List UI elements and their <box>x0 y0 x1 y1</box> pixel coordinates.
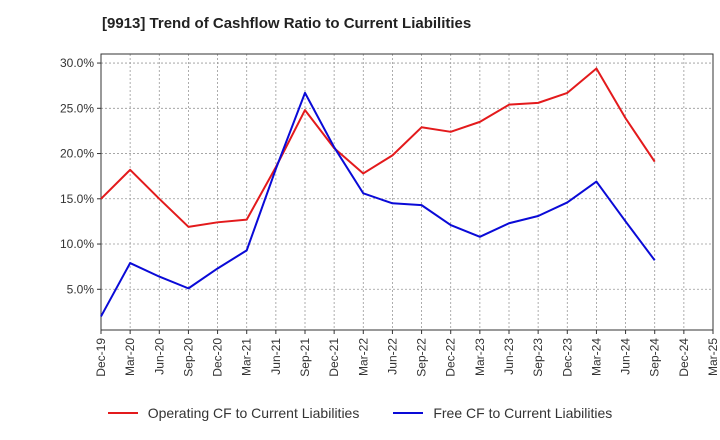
legend-label-free-cf: Free CF to Current Liabilities <box>433 405 613 421</box>
legend-swatch-free-cf <box>393 412 424 414</box>
series-line-operating-cf <box>100 67 656 228</box>
plot-frame <box>100 53 714 331</box>
legend-item-free-cf: Free CF to Current Liabilities <box>393 405 612 421</box>
x-tick-label: Sep-23 <box>531 338 545 377</box>
label-layer: 5.0% 10.0% 15.0% 20.0% 25.0% 30.0% Dec-19 Mar-2… <box>60 56 720 377</box>
axis-layer <box>97 53 714 334</box>
legend-item-operating-cf: Operating CF to Current Liabilities <box>107 405 360 421</box>
y-tick-label: 30.0% <box>60 56 94 70</box>
legend-swatch-operating-cf <box>107 412 138 414</box>
x-tick-label: Jun-24 <box>619 338 633 375</box>
x-tick-label: Mar-24 <box>589 338 603 376</box>
x-tick-label: Jun-23 <box>502 338 516 375</box>
legend-label-operating-cf: Operating CF to Current Liabilities <box>147 405 360 421</box>
x-tick-label: Dec-23 <box>560 338 574 377</box>
grid-layer <box>100 54 714 330</box>
y-tick-label: 25.0% <box>60 101 94 115</box>
y-tick-label: 10.0% <box>60 237 94 251</box>
x-tick-label: Dec-24 <box>677 338 691 377</box>
x-tick-label: Mar-21 <box>240 338 254 376</box>
y-tick-label: 5.0% <box>67 282 95 296</box>
chart-title: [9913] Trend of Cashflow Ratio to Curren… <box>102 15 472 32</box>
series-layer <box>100 67 656 317</box>
x-tick-label: Jun-20 <box>152 338 166 375</box>
x-tick-label: Dec-20 <box>211 338 225 377</box>
x-tick-label: Dec-21 <box>327 338 341 377</box>
y-tick-label: 15.0% <box>60 192 94 206</box>
series-line-free-cf <box>100 91 656 317</box>
x-tick-label: Dec-22 <box>444 338 458 377</box>
x-tick-label: Mar-23 <box>473 338 487 376</box>
x-tick-label: Jun-22 <box>385 338 399 375</box>
x-tick-label: Mar-22 <box>356 338 370 376</box>
x-tick-label: Sep-24 <box>648 338 662 377</box>
x-tick-label: Sep-22 <box>415 338 429 377</box>
x-tick-label: Sep-20 <box>181 338 195 377</box>
x-tick-label: Mar-25 <box>706 338 720 376</box>
x-tick-label: Sep-21 <box>298 338 312 377</box>
legend: Operating CF to Current Liabilities Free… <box>0 405 720 421</box>
x-tick-label: Dec-19 <box>94 338 108 377</box>
y-tick-label: 20.0% <box>60 147 94 161</box>
x-tick-label: Jun-21 <box>269 338 283 375</box>
x-tick-label: Mar-20 <box>123 338 137 376</box>
